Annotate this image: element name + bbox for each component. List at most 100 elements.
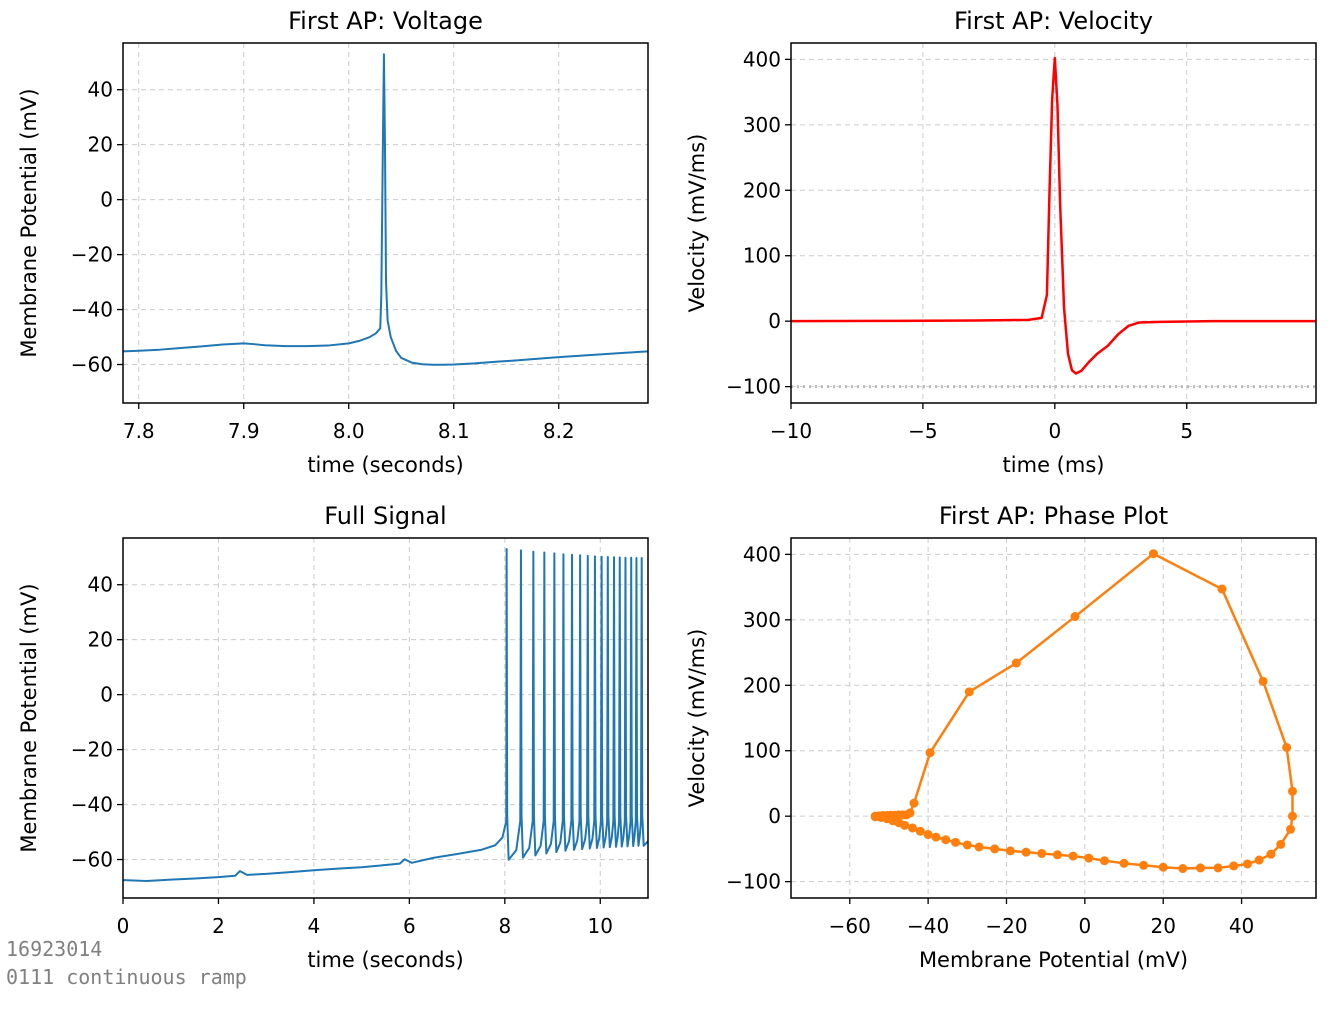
data-layer — [791, 56, 1316, 375]
x-tick-label: 0 — [1048, 419, 1061, 443]
data-layer — [123, 53, 648, 366]
phase-point — [909, 798, 919, 808]
x-tick-label: 6 — [403, 914, 416, 938]
phase-point — [1254, 855, 1264, 865]
phase-point — [915, 826, 925, 836]
y-axis-label: Membrane Potential (mV) — [17, 88, 41, 357]
phase-point — [925, 748, 935, 758]
phase-point — [1070, 612, 1080, 622]
phase-point — [964, 687, 974, 697]
voltage-trace — [123, 53, 648, 366]
x-tick-label: 0 — [117, 914, 130, 938]
phase-point — [1229, 861, 1239, 871]
phase-point — [1286, 824, 1296, 834]
x-tick-label: 8.0 — [333, 419, 365, 443]
x-tick-label: 8.2 — [543, 419, 575, 443]
phase-point — [1099, 856, 1109, 866]
x-axis-label: time (seconds) — [307, 948, 463, 972]
phase-point — [1282, 742, 1292, 752]
x-axis-label: Membrane Potential (mV) — [919, 948, 1188, 972]
axes-frame — [790, 42, 1317, 404]
x-tick-label: 8.1 — [438, 419, 470, 443]
x-tick-label: −60 — [829, 914, 871, 938]
chart-title: First AP: Phase Plot — [939, 502, 1168, 530]
phase-point — [941, 835, 951, 845]
y-tick-label: 0 — [100, 683, 113, 707]
data-layer — [123, 547, 648, 882]
x-tick-label: −40 — [907, 914, 949, 938]
phase-point — [1276, 839, 1286, 849]
y-axis-label: Membrane Potential (mV) — [17, 583, 41, 852]
chart-title: Full Signal — [324, 502, 446, 530]
phase-point — [1195, 863, 1205, 873]
phase-point — [1068, 851, 1078, 861]
phase-point — [923, 830, 933, 840]
y-tick-label: −40 — [71, 793, 113, 817]
y-tick-label: −20 — [71, 243, 113, 267]
phase-point — [1148, 549, 1158, 559]
phase-point — [931, 832, 941, 842]
x-tick-label: 40 — [1229, 914, 1254, 938]
y-tick-label: −20 — [71, 738, 113, 762]
x-tick-label: 2 — [212, 914, 225, 938]
y-tick-label: −60 — [71, 353, 113, 377]
phase-point — [1084, 853, 1094, 863]
y-tick-label: 0 — [768, 804, 781, 828]
y-tick-label: 200 — [743, 178, 781, 202]
y-axis-label: Velocity (mV/ms) — [685, 134, 709, 313]
x-tick-label: −5 — [908, 419, 937, 443]
phase-point — [1158, 862, 1168, 872]
x-tick-label: 7.8 — [123, 419, 155, 443]
protocol-name: 0111 continuous ramp — [6, 965, 247, 989]
data-layer — [870, 549, 1297, 874]
x-tick-label: −10 — [770, 419, 812, 443]
phase-point — [990, 844, 1000, 854]
y-tick-label: 100 — [743, 739, 781, 763]
x-tick-label: −20 — [985, 914, 1027, 938]
phase-point — [1266, 849, 1276, 859]
y-tick-label: 20 — [88, 628, 113, 652]
phase-point — [1213, 863, 1223, 873]
phase-point — [1011, 658, 1021, 668]
y-tick-label: 20 — [88, 133, 113, 157]
recording-id: 16923014 — [6, 937, 103, 961]
phase-point — [1037, 848, 1047, 858]
axes-frame — [122, 537, 649, 899]
full-signal-panel: 0 2 4 6 8 10 −60 −40 −20 0 20 40 Full Signal time (se… — [17, 502, 649, 972]
x-tick-label: 5 — [1180, 419, 1193, 443]
chart-title: First AP: Voltage — [288, 7, 483, 35]
x-tick-label: 0 — [1078, 914, 1091, 938]
y-tick-label: −60 — [71, 848, 113, 872]
axes-frame — [790, 537, 1317, 899]
y-axis-label: Velocity (mV/ms) — [685, 629, 709, 808]
y-tick-label: 0 — [100, 188, 113, 212]
phase-point — [870, 812, 880, 822]
phase-point — [1005, 846, 1015, 856]
x-tick-label: 10 — [588, 914, 613, 938]
y-tick-label: 40 — [88, 573, 113, 597]
phase-point — [907, 823, 917, 833]
y-tick-label: 100 — [743, 244, 781, 268]
y-tick-label: 300 — [743, 608, 781, 632]
y-tick-label: 40 — [88, 78, 113, 102]
x-tick-label: 7.9 — [228, 419, 260, 443]
y-tick-label: −100 — [726, 870, 781, 894]
y-tick-label: 300 — [743, 113, 781, 137]
signal-trace — [123, 547, 648, 882]
phase-point — [1139, 860, 1149, 870]
y-tick-label: −40 — [71, 298, 113, 322]
phase-point — [1258, 676, 1268, 686]
voltage-panel: 7.8 7.9 8.0 8.1 8.2 −60 −40 −20 0 20 40 First AP: V… — [17, 7, 649, 477]
phase-point — [951, 837, 961, 847]
y-tick-label: 400 — [743, 542, 781, 566]
phase-plot-panel: −60 −40 −20 0 20 40 −100 0 100 200 300 400 First AP:… — [685, 502, 1317, 972]
x-tick-label: 4 — [308, 914, 321, 938]
y-tick-label: 400 — [743, 47, 781, 71]
phase-point — [1242, 859, 1252, 869]
x-axis-label: time (seconds) — [307, 453, 463, 477]
x-tick-label: 20 — [1150, 914, 1175, 938]
x-axis-label: time (ms) — [1003, 453, 1105, 477]
phase-point — [1217, 584, 1227, 594]
chart-title: First AP: Velocity — [954, 7, 1153, 35]
